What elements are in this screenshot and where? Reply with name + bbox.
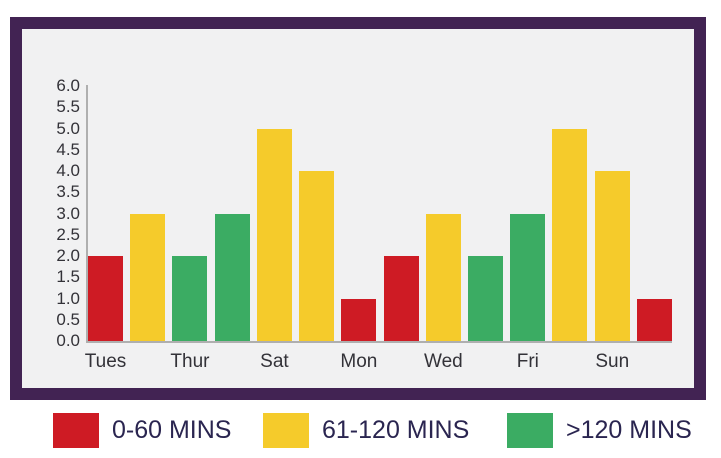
legend-label: >120 MINS bbox=[566, 416, 692, 444]
y-axis-tick-label: 1.5 bbox=[56, 267, 80, 287]
bar-plot-area bbox=[88, 86, 672, 341]
y-axis-tick-label: 4.5 bbox=[56, 139, 80, 159]
legend-label: 0-60 MINS bbox=[112, 416, 232, 444]
bar bbox=[172, 256, 208, 341]
legend-swatch bbox=[53, 413, 99, 448]
legend-item: >120 MINS bbox=[507, 413, 692, 448]
x-axis: Tues Thur Sat Mon Wed Fri Sun bbox=[84, 351, 672, 377]
bar bbox=[383, 256, 419, 341]
chart-legend: 0-60 MINS 61-120 MINS >120 MINS bbox=[0, 407, 721, 452]
bar bbox=[467, 256, 503, 341]
bar bbox=[594, 171, 630, 341]
x-axis-tick-label: Thur bbox=[170, 351, 210, 372]
legend-item: 0-60 MINS bbox=[53, 413, 231, 448]
legend-swatch bbox=[507, 413, 553, 448]
y-axis-tick-label: 1.0 bbox=[56, 288, 80, 308]
x-axis-tick-label: Sat bbox=[260, 351, 289, 372]
x-axis-line bbox=[86, 341, 672, 343]
x-axis-tick-label: Mon bbox=[340, 351, 378, 372]
x-axis-tick-label: Fri bbox=[516, 351, 539, 372]
y-axis-tick-label: 3.5 bbox=[56, 182, 80, 202]
bar bbox=[341, 298, 377, 341]
y-axis-tick-label: 2.5 bbox=[56, 224, 80, 244]
y-axis-tick-label: 6.0 bbox=[56, 76, 80, 95]
bar bbox=[552, 128, 588, 341]
y-axis: 6.0 5.5 5.0 4.5 4.0 3.5 3.0 2.5 2.0 1.5 1.0 0.5 0.0 bbox=[30, 76, 80, 350]
bar bbox=[425, 213, 461, 341]
y-axis-line bbox=[86, 85, 88, 343]
y-axis-tick-label: 4.0 bbox=[56, 161, 80, 180]
bar bbox=[130, 213, 166, 341]
bar bbox=[256, 128, 292, 341]
bar bbox=[214, 213, 250, 341]
y-axis-tick-label: 0.0 bbox=[56, 331, 80, 350]
legend-swatch bbox=[263, 413, 309, 448]
legend-label: 61-120 MINS bbox=[322, 416, 470, 444]
x-axis-tick-label: Wed bbox=[423, 351, 463, 372]
y-axis-tick-label: 3.0 bbox=[56, 203, 80, 223]
y-axis-tick-label: 5.5 bbox=[56, 97, 80, 117]
x-axis-tick-label: Sun bbox=[595, 351, 630, 372]
legend-item: 61-120 MINS bbox=[263, 413, 469, 448]
x-axis-tick-label: Tues bbox=[84, 351, 127, 372]
y-axis-tick-label: 2.0 bbox=[56, 246, 80, 265]
bar bbox=[88, 256, 123, 341]
y-axis-tick-label: 0.5 bbox=[56, 309, 80, 329]
y-axis-tick-label: 5.0 bbox=[56, 118, 80, 138]
bar bbox=[299, 171, 335, 341]
bar bbox=[510, 213, 546, 341]
bar bbox=[636, 298, 672, 341]
